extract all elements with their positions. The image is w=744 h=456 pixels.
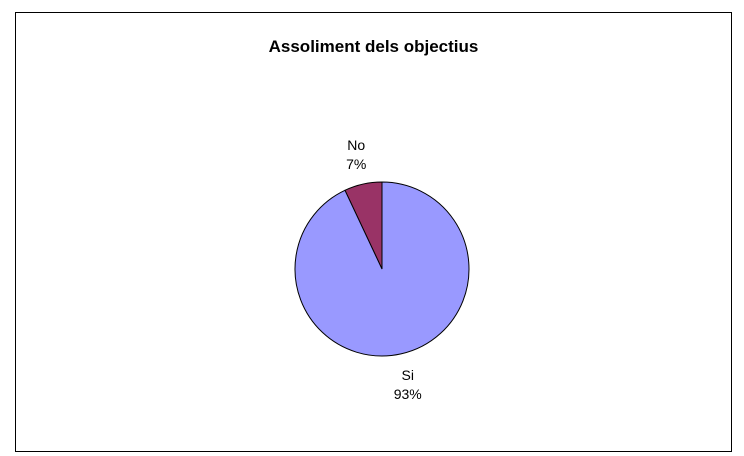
slice-percent-si: 93% [394, 386, 422, 402]
pie-chart: No 7% Si 93% [294, 137, 470, 402]
chart-title: Assoliment dels objectius [268, 37, 479, 56]
slice-label-no: No [347, 137, 365, 153]
slice-label-si: Si [402, 367, 414, 383]
slice-percent-no: 7% [346, 156, 366, 172]
pie-slice-si [294, 181, 470, 357]
chart-area: Assoliment dels objectius No 7% Si 93% [15, 12, 732, 452]
